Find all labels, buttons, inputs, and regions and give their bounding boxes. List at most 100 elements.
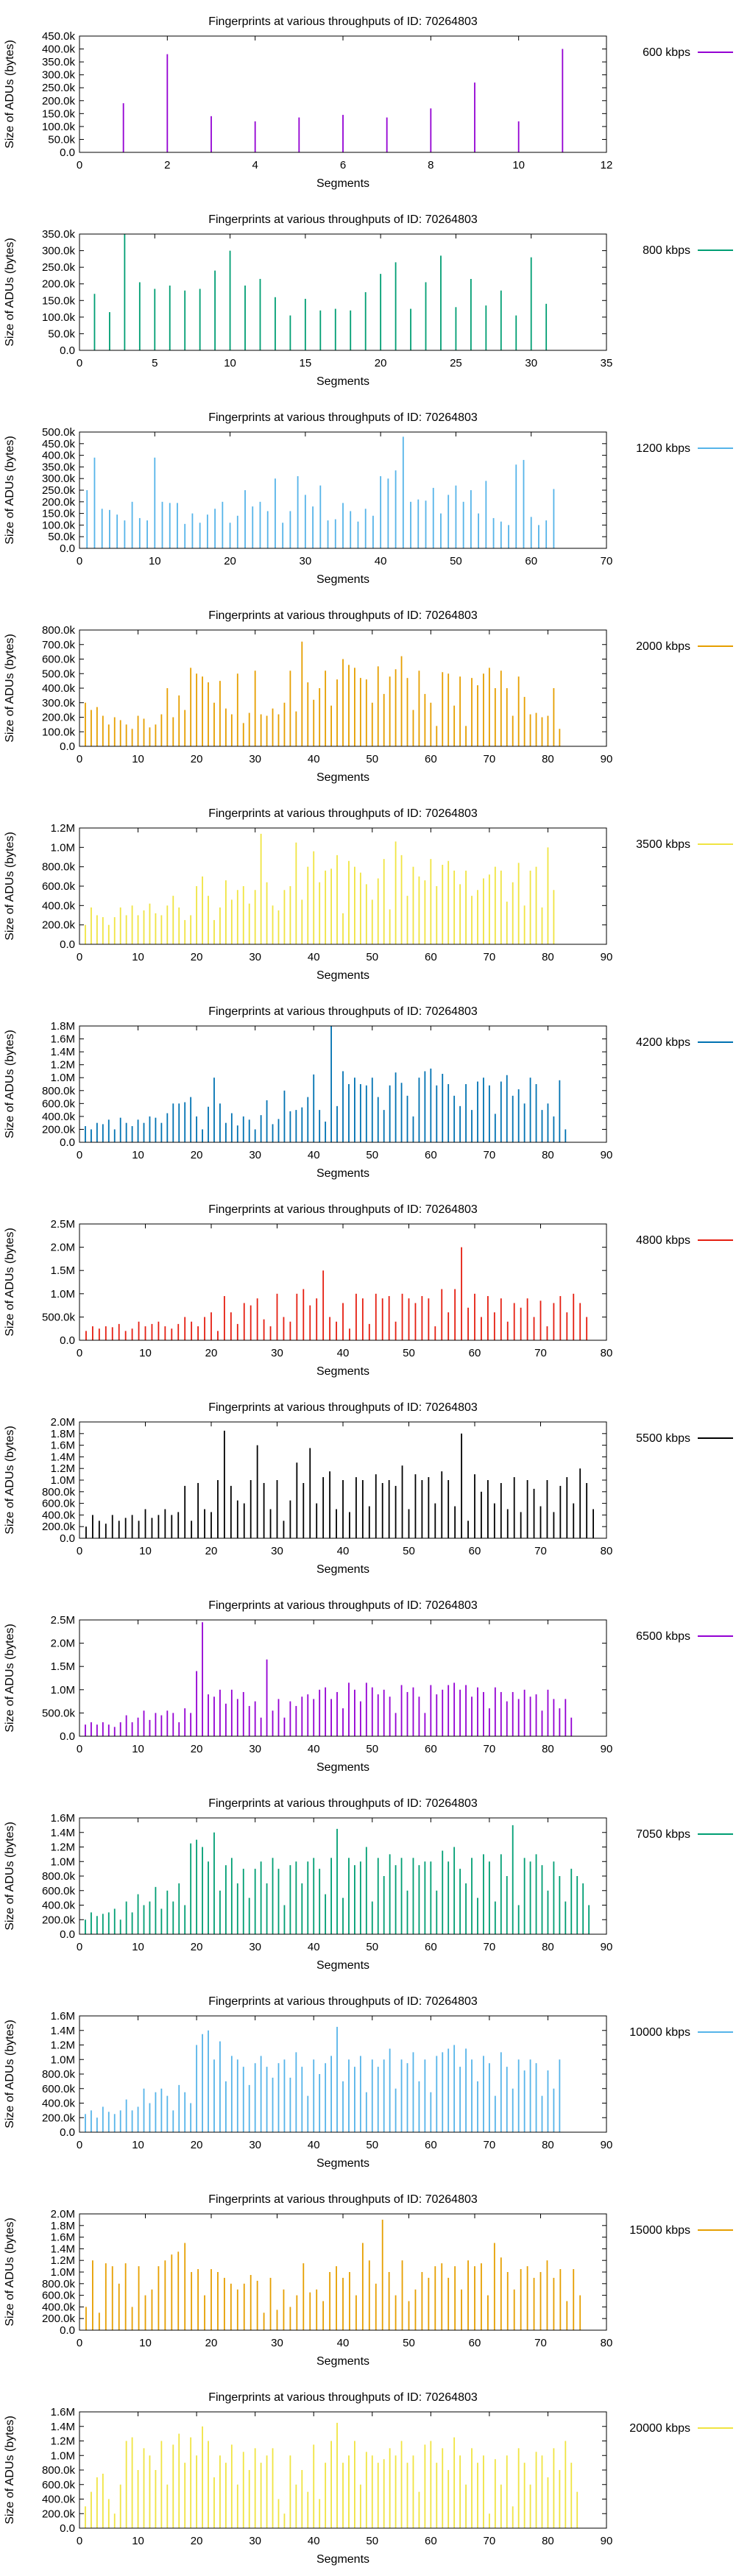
x-tick-label: 70 [534,1347,547,1359]
y-tick-label: 350.0k [42,56,76,68]
y-tick-label: 0.0 [60,1136,75,1149]
legend-label: 10000 kbps [629,2026,690,2039]
x-tick-label: 0 [77,753,82,765]
chart-panel: Fingerprints at various throughputs of I… [4,1797,733,1972]
x-tick-label: 80 [542,2535,554,2547]
y-tick-label: 1.8M [51,1428,75,1440]
y-tick-label: 800.0k [42,1486,76,1498]
x-tick-label: 0 [77,2337,82,2349]
x-tick-label: 90 [601,1743,613,1755]
x-tick-label: 50 [450,555,462,567]
x-tick-label: 40 [337,1545,350,1557]
legend: 1200 kbps [636,442,733,455]
y-tick-label: 1.4M [51,1451,75,1463]
y-tick-label: 0.0 [60,344,75,357]
y-tick-label: 1.0M [51,1855,75,1868]
x-axis-label: Segments [316,177,369,190]
plot-frame [79,2411,607,2529]
y-tick-label: 1.6M [51,2232,75,2244]
y-tick-label: 1.0M [51,1474,75,1487]
x-tick-label: 80 [542,951,554,963]
legend-label: 1200 kbps [636,442,690,455]
chart-title: Fingerprints at various throughputs of I… [208,1599,478,1612]
x-tick-label: 60 [469,1347,481,1359]
y-tick-label: 0.0 [60,1334,75,1347]
y-tick-label: 600.0k [42,1885,76,1897]
y-tick-label: 100.0k [42,726,76,738]
x-tick-label: 40 [308,753,320,765]
chart-title: Fingerprints at various throughputs of I… [208,2193,478,2206]
x-tick-label: 20 [191,1941,203,1953]
x-tick-label: 60 [425,1743,437,1755]
y-tick-label: 1.4M [51,2025,75,2037]
y-tick-label: 100.0k [42,311,76,324]
chart-panel: Fingerprints at various throughputs of I… [4,2193,733,2368]
x-tick-label: 5 [152,357,158,369]
x-tick-label: 50 [366,1941,378,1953]
x-tick-label: 30 [249,1941,261,1953]
y-tick-label: 1.8M [51,1020,75,1033]
plot-frame [79,2015,607,2133]
y-tick-label: 800.0k [42,861,76,874]
chart-title: Fingerprints at various throughputs of I… [208,1005,478,1018]
x-tick-label: 10 [132,1149,144,1161]
y-tick-label: 450.0k [42,30,76,43]
y-tick-label: 500.0k [42,426,76,439]
x-tick-label: 50 [366,1743,378,1755]
x-tick-label: 60 [469,2337,481,2349]
y-tick-label: 400.0k [42,450,76,462]
x-tick-label: 90 [601,2139,613,2151]
x-tick-label: 0 [77,2535,82,2547]
x-tick-label: 20 [191,753,203,765]
plot-frame [79,1025,607,1143]
plot-frame [79,1223,607,1341]
y-tick-label: 2.5M [51,1614,75,1627]
y-tick-label: 700.0k [42,639,76,651]
y-tick-label: 1.6M [51,2010,75,2023]
legend: 2000 kbps [636,640,733,653]
legend-label: 2000 kbps [636,640,690,653]
x-axis-label: Segments [316,1959,369,1972]
y-axis-label: Size of ADUs (bytes) [4,1426,16,1535]
legend-label: 4200 kbps [636,1036,690,1049]
chart-title: Fingerprints at various throughputs of I… [208,1797,478,1810]
y-tick-label: 500.0k [42,1707,76,1719]
y-tick-label: 1.2M [51,2039,75,2052]
x-tick-label: 0 [77,2139,82,2151]
y-tick-label: 600.0k [42,2083,76,2095]
plot-frame [79,1817,607,1935]
y-tick-label: 500.0k [42,1311,76,1323]
y-tick-label: 2.0M [51,2208,75,2221]
x-axis-label: Segments [316,1563,369,1576]
y-tick-label: 1.0M [51,1684,75,1696]
y-tick-label: 1.0M [51,1288,75,1301]
y-axis-label: Size of ADUs (bytes) [4,2020,16,2129]
plot-frame [79,827,607,945]
legend: 20000 kbps [629,2422,733,2435]
y-tick-label: 1.8M [51,2220,75,2232]
x-tick-label: 80 [542,1743,554,1755]
y-tick-label: 0.0 [60,2324,75,2337]
x-tick-label: 20 [205,2337,218,2349]
x-tick-label: 30 [249,753,261,765]
y-tick-label: 1.0M [51,1072,75,1084]
x-axis-label: Segments [316,375,369,388]
y-tick-label: 1.2M [51,1059,75,1072]
y-tick-label: 2.0M [51,1242,75,1254]
y-tick-label: 0.0 [60,1532,75,1545]
plot-frame [79,2213,607,2331]
x-tick-label: 30 [271,2337,283,2349]
x-tick-label: 25 [450,357,462,369]
x-axis-label: Segments [316,2157,369,2170]
y-tick-label: 1.5M [51,1660,75,1673]
x-tick-label: 30 [271,1347,283,1359]
x-tick-label: 70 [484,753,496,765]
chart-panel: Fingerprints at various throughputs of I… [4,213,733,388]
x-axis-label: Segments [316,2355,369,2368]
y-tick-label: 800.0k [42,2068,76,2081]
x-tick-label: 10 [512,159,525,171]
x-tick-label: 20 [191,1743,203,1755]
y-tick-label: 400.0k [42,682,76,695]
x-tick-label: 10 [139,1545,152,1557]
y-tick-label: 400.0k [42,1111,76,1123]
